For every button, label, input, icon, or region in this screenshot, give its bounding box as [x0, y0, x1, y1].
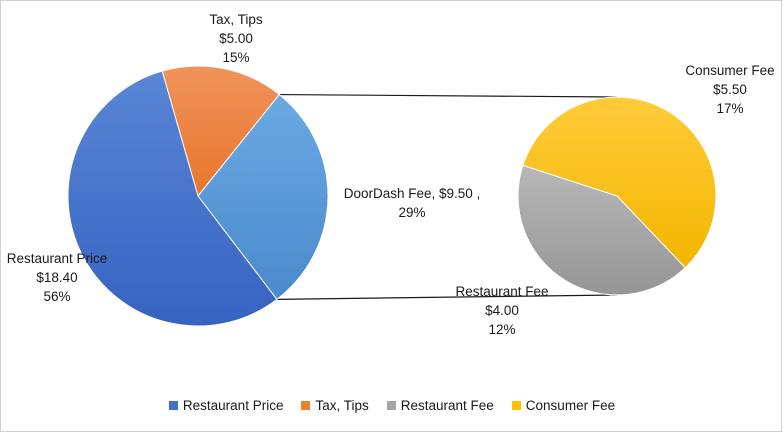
data-label-doordash-fee: DoorDash Fee, $9.50 , 29%: [343, 186, 481, 220]
data-label-consumer-fee: Consumer Fee $5.50 17%: [685, 63, 775, 116]
main-pie-slice-tax-tips: [161, 65, 281, 198]
legend-item-tax-tips: Tax, Tips: [301, 398, 369, 413]
legend-label: Consumer Fee: [525, 398, 616, 413]
legend-swatch: [511, 401, 521, 410]
secondary-pie-slice-restaurant-fee: [517, 164, 686, 296]
legend-swatch: [386, 401, 396, 410]
secondary-pie-slice-consumer-fee: [522, 96, 717, 269]
data-label-restaurant-fee: Restaurant Fee $4.00 12%: [455, 284, 549, 337]
legend-swatch: [168, 401, 178, 410]
connector-line-top: [279, 93, 618, 98]
legend-swatch: [301, 401, 311, 410]
legend-item-consumer-fee: Consumer Fee: [511, 398, 616, 413]
legend-label: Restaurant Fee: [400, 398, 494, 413]
data-label-restaurant-price: Restaurant Price $18.40 56%: [6, 251, 108, 304]
legend-item-restaurant-price: Restaurant Price: [168, 398, 284, 413]
data-label-tax-tips: Tax, Tips $5.00 15%: [209, 12, 263, 65]
connector-line-bottom: [276, 294, 618, 300]
main-pie-slice-doordash-fee: [197, 93, 329, 301]
legend-label: Restaurant Price: [182, 398, 284, 413]
legend-label: Tax, Tips: [315, 398, 369, 413]
legend-item-restaurant-fee: Restaurant Fee: [386, 398, 494, 413]
legend: Restaurant Price Tax, Tips Restaurant Fe…: [0, 398, 784, 413]
main-pie-slice-restaurant-price: [67, 70, 278, 327]
